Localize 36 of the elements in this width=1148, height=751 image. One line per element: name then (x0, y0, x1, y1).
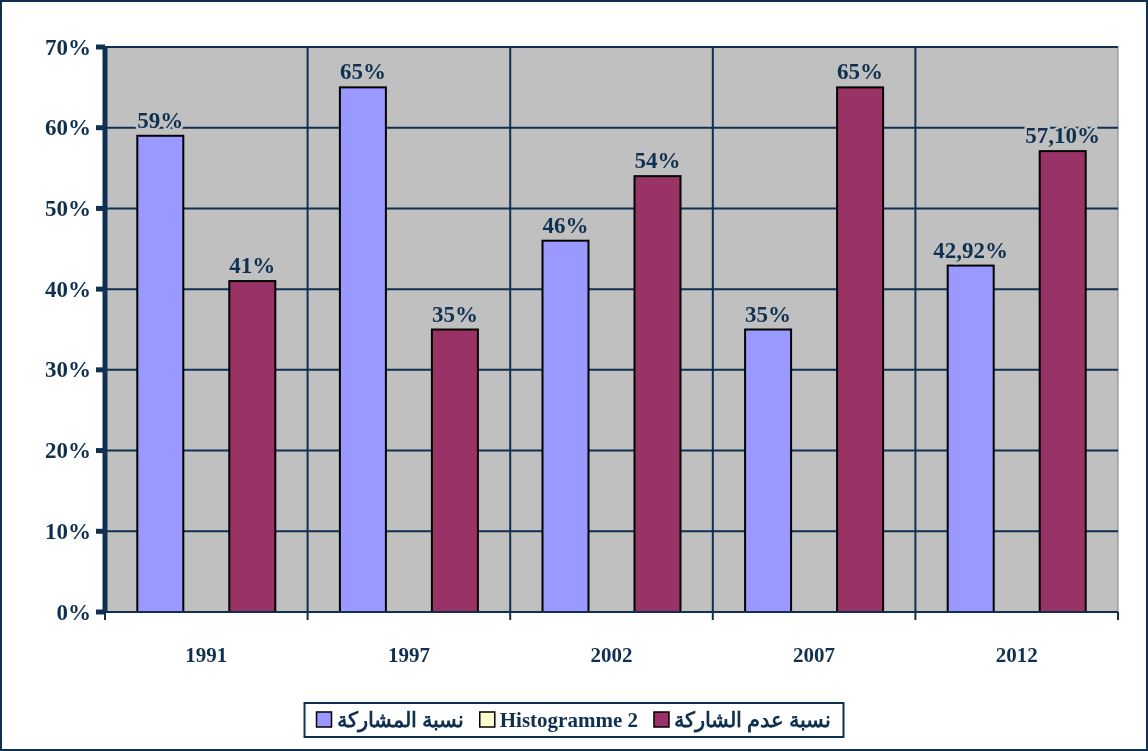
data-label: 54% (634, 148, 681, 174)
data-label: 35% (431, 301, 478, 327)
data-label: 46% (542, 212, 589, 238)
bar (136, 134, 185, 613)
x-tick-label: 1991 (185, 643, 228, 667)
data-label: 41% (229, 253, 276, 279)
y-tick-label: 70% (45, 34, 91, 60)
y-tick-label: 50% (45, 195, 91, 221)
bar (338, 86, 387, 613)
data-label: 35% (745, 301, 792, 327)
data-label: 65% (339, 59, 386, 85)
y-tick-label: 0% (56, 599, 91, 625)
bar (1038, 150, 1087, 613)
data-label: 59% (137, 107, 184, 133)
data-label: 57,10% (1025, 123, 1101, 149)
y-tick-label: 20% (45, 438, 91, 464)
y-tick-label: 60% (45, 115, 91, 141)
data-label: 42,92% (933, 237, 1009, 263)
x-tick-label: 1997 (387, 643, 430, 667)
bar (946, 264, 995, 613)
bar (633, 175, 682, 613)
legend-label: Histogramme 2 (499, 708, 638, 732)
bar (744, 328, 793, 613)
bar (430, 328, 479, 613)
bar (541, 239, 590, 613)
legend-label: نسبة عدم الشاركة (673, 708, 832, 733)
legend-label: نسبة المشاركة (336, 708, 464, 733)
y-tick-label: 30% (45, 357, 91, 383)
x-tick-label: 2012 (995, 643, 1038, 667)
y-tick-label: 40% (45, 276, 91, 302)
y-tick-label: 10% (45, 518, 91, 544)
bar (836, 86, 885, 613)
data-label: 65% (837, 59, 884, 85)
x-tick-label: 2002 (590, 643, 633, 667)
bar (228, 280, 277, 613)
x-tick-label: 2007 (793, 643, 836, 667)
